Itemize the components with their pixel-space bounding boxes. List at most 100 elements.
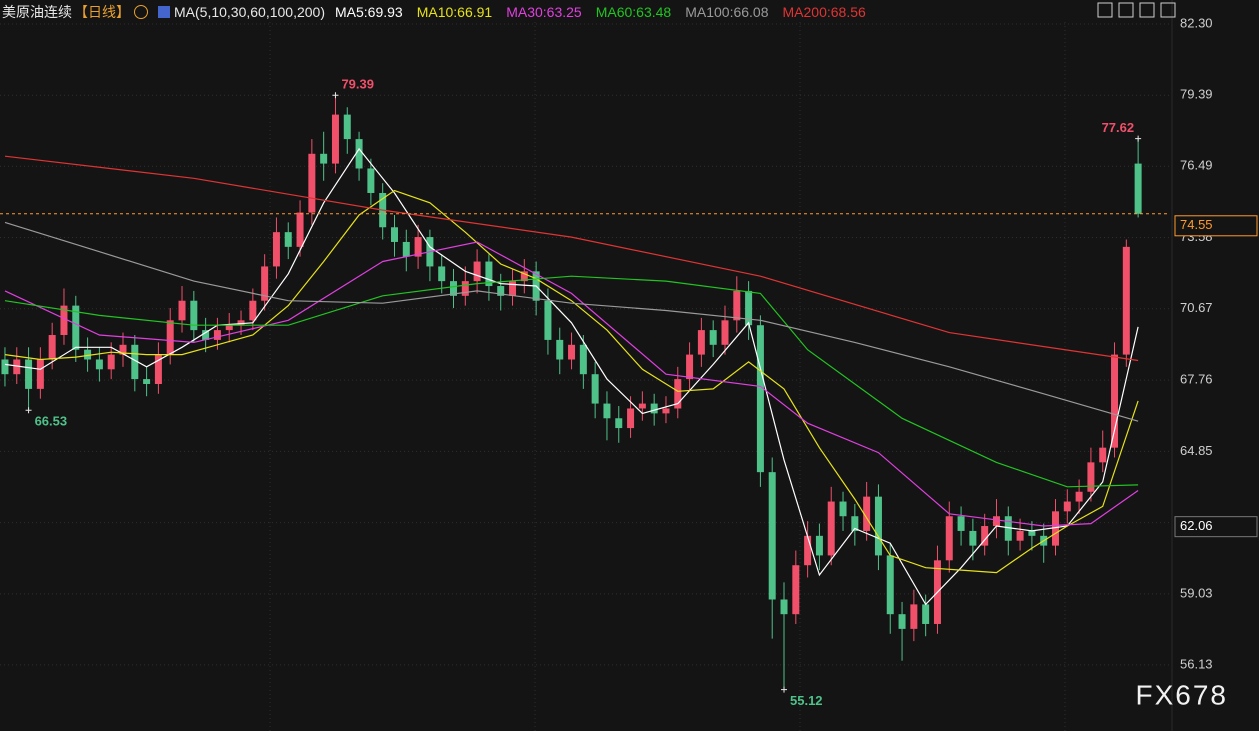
legend-entry: MA5:69.93	[335, 4, 403, 20]
y-tick-label: 59.03	[1180, 585, 1213, 600]
candle-body	[1052, 511, 1060, 546]
icon[interactable]	[1160, 2, 1176, 18]
candle-body	[213, 330, 221, 340]
extreme-label: 66.53	[35, 414, 68, 429]
candle-body	[438, 266, 446, 282]
candle-body	[544, 300, 552, 340]
candle-body	[1111, 354, 1119, 448]
candle-body	[721, 320, 729, 345]
extreme-label: 77.62	[1102, 120, 1135, 135]
candle-body	[863, 496, 871, 531]
y-tick-label: 70.67	[1180, 300, 1213, 315]
candle-body	[992, 516, 1000, 527]
candle-body	[957, 516, 965, 531]
candle-body	[827, 501, 835, 556]
extreme-marker	[781, 686, 788, 693]
extreme-marker	[25, 407, 32, 414]
legend-entry: MA60:63.48	[595, 4, 672, 20]
candle-body	[922, 604, 930, 624]
ma-line	[4, 221, 1139, 422]
indicator: MA(5,10,30,60,100,200)	[174, 4, 325, 20]
candle-body	[615, 418, 623, 429]
candle-body	[72, 305, 80, 350]
candle-body	[190, 300, 198, 331]
candle-body	[591, 374, 599, 404]
icon[interactable]	[1097, 2, 1113, 18]
candle-body	[60, 305, 68, 336]
ma-line	[4, 189, 1139, 574]
legend-entry: MA200:68.56	[782, 4, 866, 20]
candle-body	[686, 354, 694, 380]
legend-entry: MA100:66.08	[685, 4, 769, 20]
title: 美原油连续	[2, 4, 72, 20]
candle-body	[237, 320, 245, 326]
candle-body	[898, 614, 906, 629]
candle-body	[839, 501, 847, 517]
legend: MA5:69.93 MA10:66.91 MA30:63.25 MA60:63.48 M…	[335, 4, 866, 20]
candle-body	[414, 237, 422, 257]
candle-body	[1099, 447, 1107, 463]
candle-body	[390, 227, 398, 242]
candle-body	[154, 354, 162, 384]
candle-body	[1087, 462, 1095, 492]
plot: 79.39 66.53 77.62 55.12	[0, 23, 1170, 708]
candle-body	[131, 344, 139, 380]
candle-body	[296, 212, 304, 247]
candle-body	[249, 300, 257, 321]
candle-body	[1134, 163, 1142, 214]
candle-body	[225, 325, 233, 331]
candle-body	[95, 359, 103, 370]
settings-icon[interactable]	[134, 5, 148, 19]
ma-line	[4, 155, 1139, 362]
ma-line	[4, 275, 1139, 488]
icon[interactable]	[1118, 2, 1134, 18]
candle-body	[815, 535, 823, 556]
candle-body	[331, 114, 339, 164]
last-price-tag	[1174, 215, 1258, 237]
candle-body	[579, 344, 587, 375]
candle-body	[202, 330, 210, 340]
candle-body	[1063, 501, 1071, 512]
y-tick-label: 82.30	[1180, 15, 1213, 30]
candle-body	[485, 261, 493, 287]
candle-body	[650, 403, 658, 414]
indicator-icon[interactable]	[158, 6, 170, 18]
legend-entry: MA10:66.91	[416, 4, 493, 20]
candle-body	[627, 408, 635, 429]
toolbar-icons[interactable]	[1097, 2, 1176, 18]
candle-body	[1, 359, 9, 375]
candle-body	[166, 320, 174, 355]
candle-body	[450, 281, 458, 296]
candle-body	[662, 408, 670, 414]
candle-body	[674, 379, 682, 409]
candle-body	[603, 403, 611, 419]
candle-body	[780, 599, 788, 615]
candle-body	[1004, 516, 1012, 541]
header: 美原油连续 【日线】 MA(5,10,30,60,100,200) MA5:69…	[2, 2, 866, 22]
candle-body	[509, 281, 517, 296]
candle-body	[343, 114, 351, 140]
candle-body	[945, 516, 953, 561]
candle-body	[355, 139, 363, 169]
candle-body	[119, 344, 127, 355]
y-tick-label: 79.39	[1180, 87, 1213, 102]
ma-line	[4, 241, 1139, 527]
y-tick-label: 76.49	[1180, 158, 1213, 173]
candle-body	[981, 526, 989, 546]
candle-body	[308, 153, 316, 213]
candle-body	[272, 232, 280, 267]
candle-body	[851, 516, 859, 531]
price-tag	[1174, 516, 1258, 538]
candle-body	[367, 168, 375, 193]
icon[interactable]	[1139, 2, 1155, 18]
candle-body	[969, 530, 977, 546]
watermark: FX678	[1136, 679, 1229, 710]
candle-body	[497, 286, 505, 296]
candle-body	[556, 339, 564, 360]
y-tick-label: 56.13	[1180, 656, 1213, 671]
candle-body	[36, 359, 44, 389]
candle-body	[709, 330, 717, 345]
ma-line	[4, 147, 1139, 606]
